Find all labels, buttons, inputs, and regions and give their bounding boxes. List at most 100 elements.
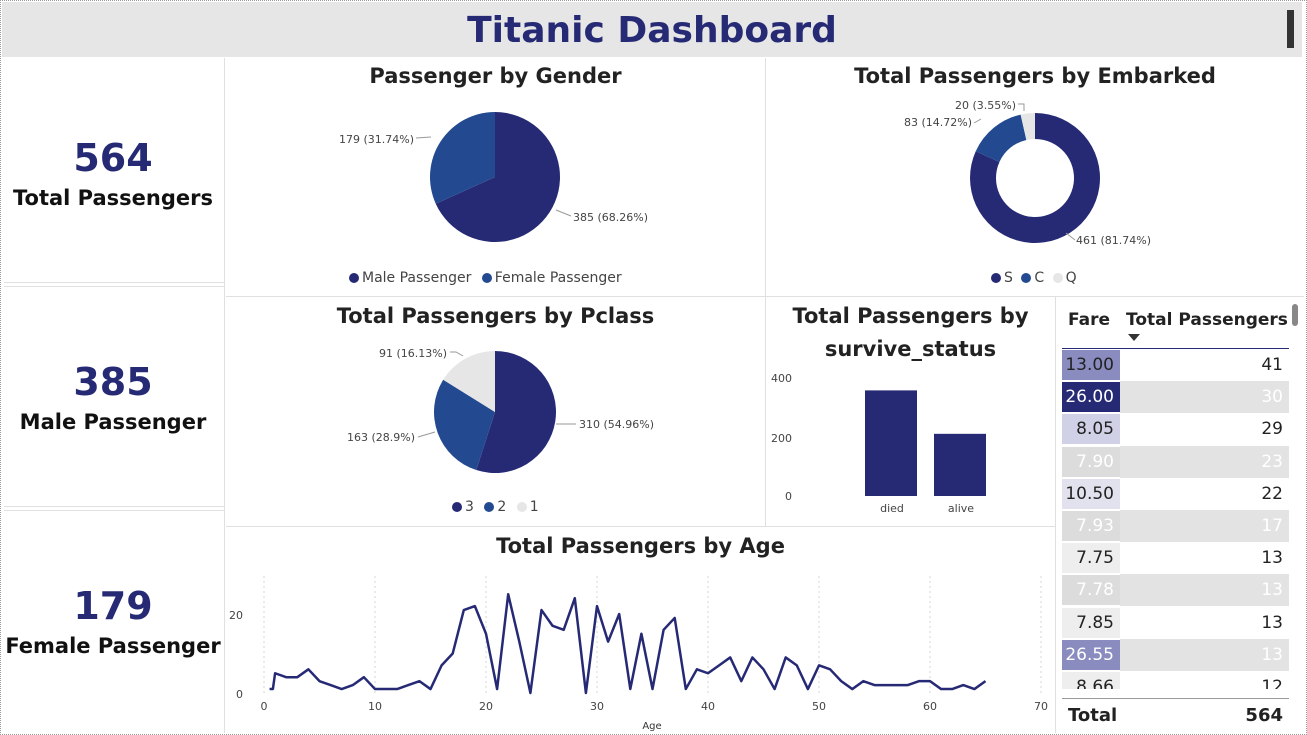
data-label: 163 (28.9%) [347,431,415,444]
leader-line [555,209,572,217]
donut-slice-s[interactable] [970,113,1100,243]
table-row[interactable]: 26.00 30 [1062,381,1289,414]
x-tick-label: died [880,502,904,515]
table-row[interactable]: 7.90 23 [1062,445,1289,478]
legend-item[interactable]: Q [1065,270,1077,286]
fare-cell: 13.00 [1062,350,1120,380]
table-row[interactable]: 10.50 22 [1062,477,1289,510]
kpi-value: 385 [73,360,153,404]
pie-slice-class-1[interactable] [443,351,495,412]
leader-line [1065,232,1076,241]
legend-dot [1052,273,1063,283]
legend-item[interactable]: Male Passenger [362,270,472,286]
pclass-legend: 3 2 1 [452,499,539,515]
data-label: 310 (54.96%) [579,418,654,431]
legend-dot [1021,273,1032,283]
column-header-total-passengers[interactable]: Total Passengers [1126,310,1288,330]
x-tick-label: 50 [812,700,826,713]
table-row[interactable]: 8.05 29 [1062,413,1289,446]
fare-cell: 10.50 [1062,478,1120,509]
legend-item[interactable]: 3 [465,499,474,515]
leader-line [973,118,982,124]
scrollbar-thumb[interactable] [1287,10,1294,48]
count-cell: 23 [1120,445,1289,478]
x-tick-label: alive [948,502,974,515]
data-label: 179 (31.74%) [339,133,414,146]
donut-slice-q[interactable] [1020,113,1035,140]
table-row[interactable]: 7.93 17 [1062,509,1289,542]
kpi-label: Total Passengers [12,186,213,210]
kpi-label: Female Passenger [5,634,221,658]
pie-slice-class-3[interactable] [476,351,556,473]
legend-item[interactable]: 2 [497,499,507,515]
fare-cell: 7.90 [1062,446,1120,477]
table-row[interactable]: 7.78 13 [1062,574,1289,607]
kpi-total-passengers: 564 Total Passengers [2,136,224,210]
count-cell: 13 [1120,638,1289,671]
count-cell: 12 [1120,670,1289,689]
count-cell: 13 [1120,574,1289,607]
divider [226,296,1304,297]
leader-line [450,351,464,357]
divider [1055,296,1056,733]
total-value: 564 [1245,705,1283,726]
x-tick-label: 0 [261,700,268,713]
bar-alive[interactable] [934,433,986,496]
age-line-chart: 20 0 0 10 20 30 40 50 60 70 Age [229,576,1049,732]
table-scrollbar[interactable] [1292,304,1298,326]
table-body[interactable]: 13.00 41 26.00 30 8.05 29 7.90 23 10.50 22 7.93 17 7… [1062,349,1289,689]
gender-chart-title: Passenger by Gender [369,64,622,88]
fare-table: Fare Total Passengers 13.00 41 26.00 30 8.05… [1062,302,1289,689]
sort-desc-icon[interactable] [1128,334,1140,341]
y-tick-label: 200 [771,432,792,445]
data-label: 83 (14.72%) [904,116,972,129]
divider [4,510,224,511]
legend-dot [481,273,492,283]
y-tick-label: 0 [785,490,792,503]
x-tick-label: 60 [923,700,937,713]
bar-died[interactable] [865,390,917,496]
fare-cell: 7.93 [1062,510,1120,541]
data-label: 20 (3.55%) [955,99,1016,112]
age-series-line[interactable] [269,593,987,695]
divider [4,282,224,283]
legend-dot [991,273,1001,283]
gender-legend: Male Passenger Female Passenger [349,270,622,286]
count-cell: 29 [1120,413,1289,446]
data-label: 91 (16.13%) [379,347,447,360]
column-header-fare[interactable]: Fare [1068,310,1111,330]
x-tick-labels: 0 10 20 30 40 50 60 70 [261,700,1049,713]
legend-dot [349,273,359,283]
table-row[interactable]: 7.75 13 [1062,542,1289,575]
fare-cell: 26.55 [1062,639,1120,670]
table-header: Fare Total Passengers [1062,302,1289,349]
embarked-legend: S C Q [991,270,1077,286]
kpi-male-passenger: 385 Male Passenger [2,360,224,434]
pclass-chart-title: Total Passengers by Pclass [336,304,655,328]
total-label: Total [1068,705,1118,726]
leader-line [415,136,432,139]
fare-cell: 8.05 [1062,414,1120,445]
data-label: 461 (81.74%) [1076,234,1151,247]
divider [765,58,766,526]
fare-cell: 7.85 [1062,607,1120,638]
table-row[interactable]: 8.66 12 [1062,670,1289,689]
pie-slice-class-2[interactable] [434,379,495,471]
table-row[interactable]: 26.55 13 [1062,638,1289,671]
count-cell: 17 [1120,509,1289,542]
pie-slice-male[interactable] [435,112,560,243]
table-row[interactable]: 7.85 13 [1062,606,1289,639]
table-row[interactable]: 13.00 41 [1062,349,1289,381]
header-bar: Titanic Dashboard [2,2,1302,57]
pie-slice-female[interactable] [430,112,495,204]
fare-cell: 7.75 [1062,543,1120,574]
legend-item[interactable]: C [1034,270,1045,286]
legend-item[interactable]: 1 [529,499,539,515]
y-tick-label: 20 [229,609,243,622]
embarked-donut-chart: 461 (81.74%) 83 (14.72%) 20 (3.55%) [904,99,1151,247]
donut-slice-c[interactable] [975,114,1027,162]
legend-item[interactable]: Female Passenger [494,270,622,286]
legend-item[interactable]: S [1004,270,1013,286]
x-axis-label: Age [642,721,661,732]
leader-line [1018,103,1025,111]
